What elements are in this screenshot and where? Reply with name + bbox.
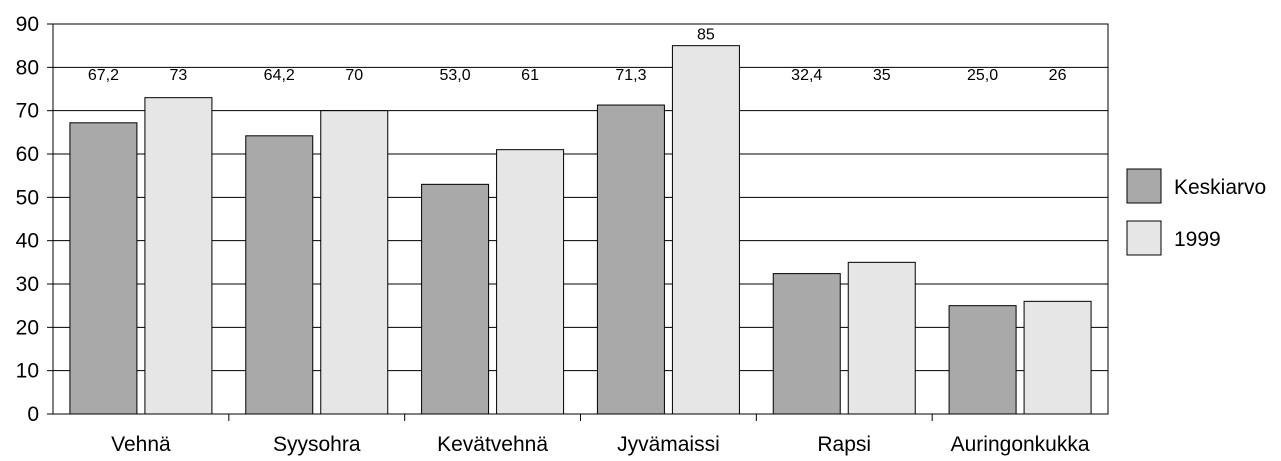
bar [421,183,490,415]
x-tick-label: Jyvämaissi [617,433,720,456]
data-label: 35 [873,67,891,84]
data-label: 85 [697,27,715,44]
bar [496,149,565,415]
bars [69,45,1092,415]
x-tick-label: Rapsi [817,433,871,456]
data-label: 26 [1049,67,1067,84]
data-label: 64,2 [264,67,295,84]
bar [320,110,389,415]
bar [245,135,314,415]
bar [596,104,665,415]
data-label: 73 [170,67,188,84]
legend-swatch [1126,220,1162,256]
bar [1023,300,1092,415]
bar [847,261,916,415]
data-label: 61 [521,67,539,84]
data-label: 25,0 [967,67,998,84]
legend: Keskiarvo 1999 [1126,168,1266,256]
x-tick-label: Auringonkukka [951,433,1090,456]
y-tick-label: 50 [16,186,39,209]
y-tick-label: 30 [16,273,39,296]
y-tick-label: 70 [16,100,39,123]
x-tick-label: Kevätvehnä [437,433,548,456]
y-tick-label: 60 [16,143,39,166]
data-label: 53,0 [440,67,471,84]
data-label: 71,3 [615,67,646,84]
data-labels: 67,2 73 64,2 70 53,0 61 71,3 85 32,4 35 25,0 26 [88,27,1067,84]
data-label: 32,4 [791,67,822,84]
bar [671,45,740,415]
axes: 0 10 20 30 40 50 60 70 80 90 Vehnä Syysohra Kevätveh… [16,13,1108,456]
bar [144,97,213,415]
y-tick-label: 10 [16,360,39,383]
y-tick-label: 40 [16,230,39,253]
legend-label: Keskiarvo [1174,176,1266,199]
y-tick-label: 80 [16,56,39,79]
bar [948,305,1017,415]
data-label: 67,2 [88,67,119,84]
legend-label: 1999 [1174,228,1221,251]
y-tick-label: 20 [16,316,39,339]
data-label: 70 [345,67,363,84]
x-tick-label: Vehnä [111,433,171,456]
y-tick-label: 0 [27,403,39,426]
x-tick-label: Syysohra [273,433,361,456]
legend-swatch [1126,168,1162,204]
y-tick-label: 90 [16,13,39,36]
bar [69,122,138,415]
bar [772,273,841,415]
